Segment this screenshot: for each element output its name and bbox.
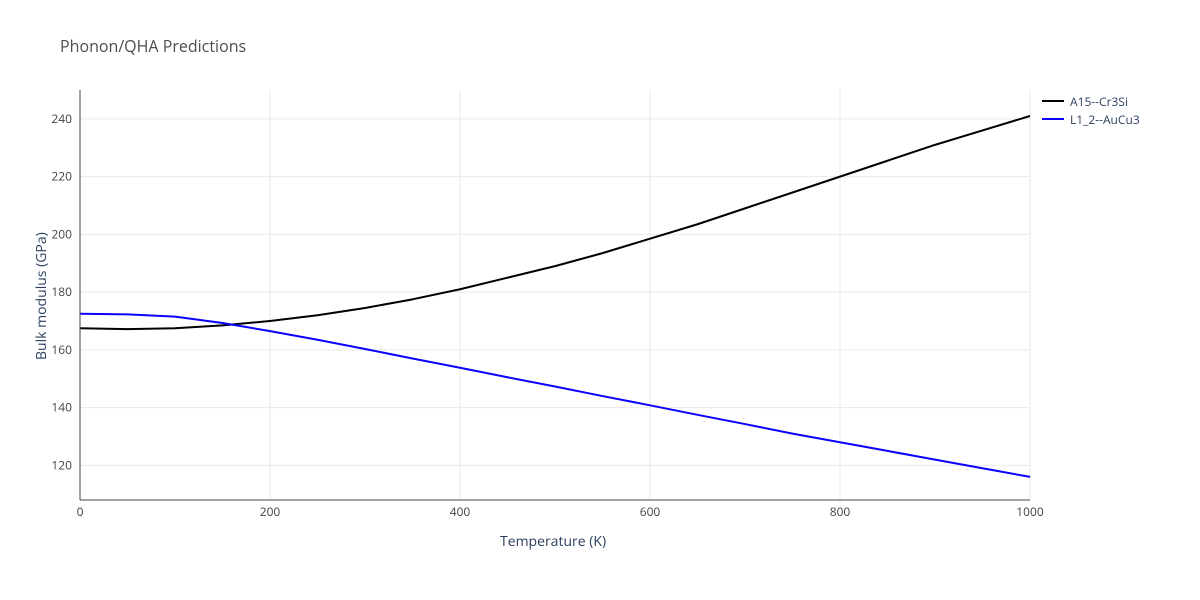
legend-swatch xyxy=(1042,100,1064,102)
y-tick-label: 180 xyxy=(51,283,72,300)
y-tick-label: 160 xyxy=(51,341,72,358)
x-tick-label: 600 xyxy=(640,503,661,520)
y-axis-label: Bulk modulus (GPa) xyxy=(32,232,51,360)
x-tick-label: 800 xyxy=(830,503,851,520)
y-tick-label: 140 xyxy=(51,399,72,416)
x-tick-label: 0 xyxy=(77,503,84,520)
legend-label: L1_2--AuCu3 xyxy=(1070,111,1140,128)
x-tick-label: 1000 xyxy=(1016,503,1044,520)
y-tick-label: 200 xyxy=(51,225,72,242)
x-tick-label: 200 xyxy=(260,503,281,520)
y-tick-label: 240 xyxy=(51,110,72,127)
x-axis-label: Temperature (K) xyxy=(500,532,606,551)
legend-item[interactable]: L1_2--AuCu3 xyxy=(1042,110,1140,128)
legend-item[interactable]: A15--Cr3Si xyxy=(1042,92,1140,110)
y-tick-label: 220 xyxy=(51,168,72,185)
y-tick-label: 120 xyxy=(51,456,72,473)
chart-svg: 02004006008001000120140160180200220240 xyxy=(80,90,1030,500)
legend-label: A15--Cr3Si xyxy=(1070,93,1128,110)
series-line[interactable] xyxy=(80,116,1030,329)
series-line[interactable] xyxy=(80,314,1030,477)
legend-swatch xyxy=(1042,118,1064,120)
x-tick-label: 400 xyxy=(450,503,471,520)
chart-plot-area: 02004006008001000120140160180200220240 xyxy=(80,90,1030,500)
chart-legend: A15--Cr3SiL1_2--AuCu3 xyxy=(1042,92,1140,128)
chart-title: Phonon/QHA Predictions xyxy=(60,35,246,57)
